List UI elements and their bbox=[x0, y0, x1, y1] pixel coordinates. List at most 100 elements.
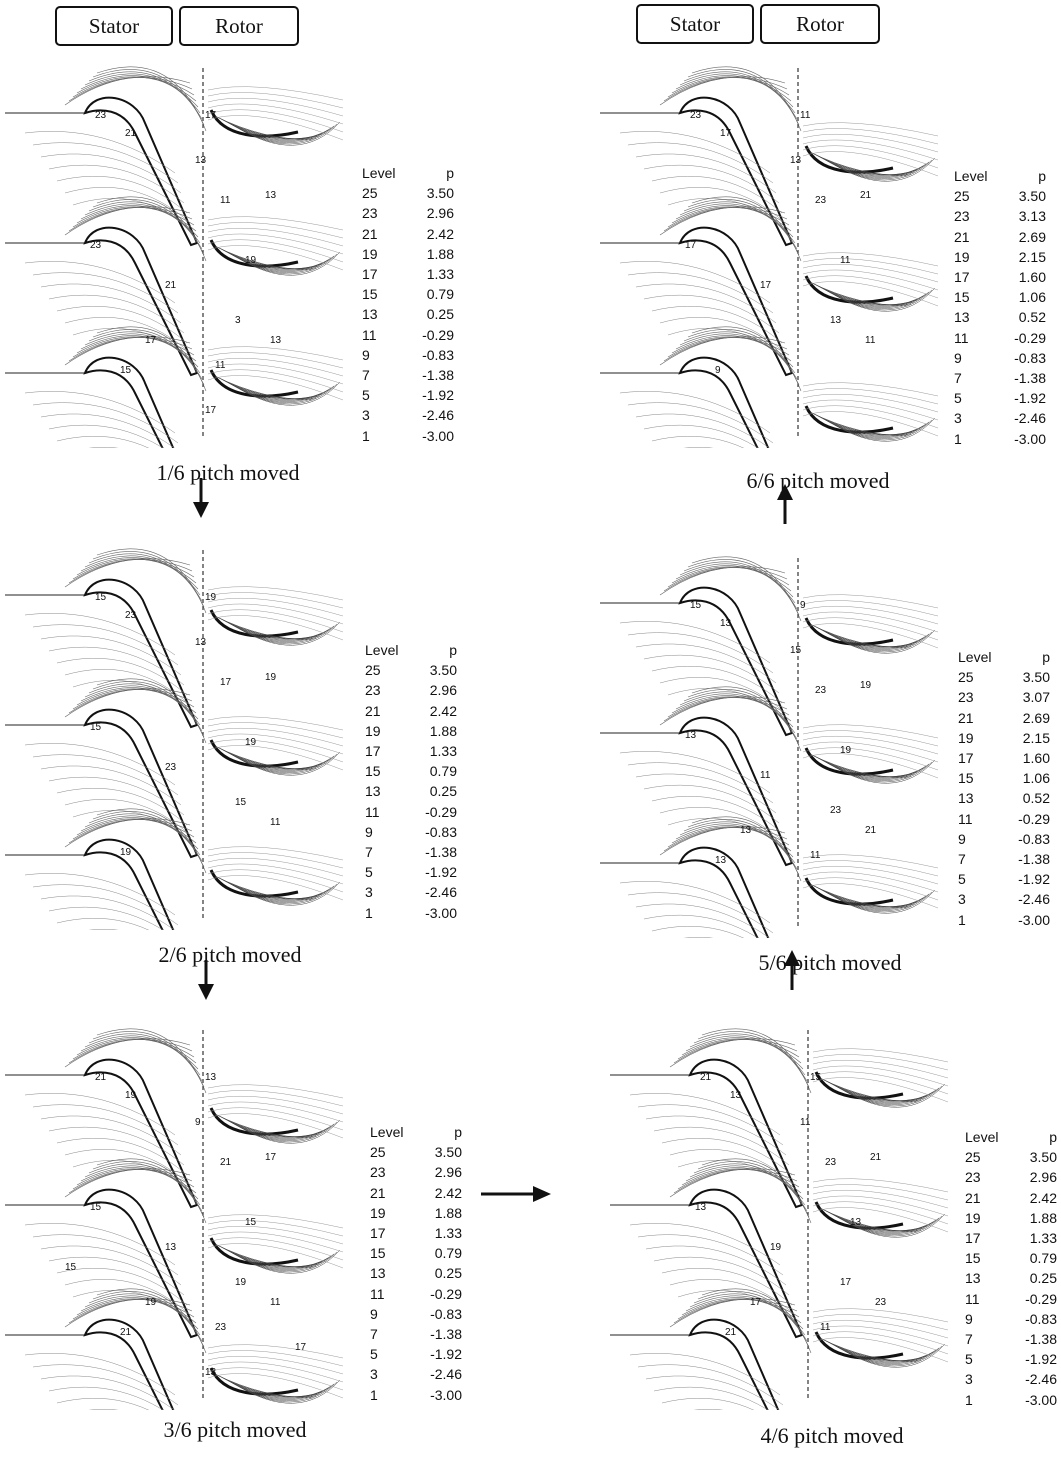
legend-p-value: 0.79 bbox=[429, 763, 457, 780]
contour-level-label: 9 bbox=[195, 1117, 201, 1128]
pressure-contour-line bbox=[659, 317, 786, 354]
legend-row: 5 -1.92 bbox=[370, 1344, 462, 1364]
legend-row: 13 0.25 bbox=[370, 1263, 462, 1283]
contour-plot: 21 13 15 11 13 23 21 19 13 17 23 21 17 11 bbox=[610, 1028, 949, 1410]
pressure-contour-line bbox=[207, 352, 344, 369]
pressure-contour-line bbox=[675, 565, 794, 598]
legend-panel-4: Level p 25 3.50 23 2.96 21 2.42 19 1.88 17 1.33 15 0.… bbox=[965, 1127, 1057, 1410]
legend-row: 1 -3.00 bbox=[954, 429, 1046, 449]
legend-level-value: 21 bbox=[965, 1189, 981, 1206]
pressure-contour-line bbox=[64, 317, 191, 354]
contour-level-label: 11 bbox=[220, 195, 231, 206]
legend-p-header: p bbox=[446, 165, 454, 181]
legend-panel-1: Level p 25 3.50 23 2.96 21 2.42 19 1.88 17 1.33 15 0.… bbox=[362, 163, 454, 446]
contour-level-label: 21 bbox=[95, 1072, 107, 1083]
contour-plot: 23 21 17 13 23 11 13 21 19 3 13 15 17 11 17 bbox=[5, 66, 344, 448]
pressure-contour-line bbox=[643, 424, 759, 448]
pressure-contour-line bbox=[56, 1138, 188, 1176]
legend-level-value: 9 bbox=[370, 1305, 378, 1322]
pressure-contour-line bbox=[802, 753, 939, 779]
stator-blade bbox=[688, 1318, 780, 1410]
pressure-contour-line bbox=[80, 687, 199, 720]
contour-plot: 15 23 19 13 15 17 19 23 19 15 11 19 bbox=[5, 548, 344, 930]
legend-p-value: 1.33 bbox=[429, 743, 457, 760]
pressure-contour-line bbox=[812, 1207, 949, 1233]
legend-level-value: 15 bbox=[362, 286, 378, 303]
legend-level-value: 7 bbox=[362, 367, 370, 384]
legend-row: 17 1.33 bbox=[370, 1223, 462, 1243]
pressure-contour-line bbox=[687, 199, 800, 256]
contour-level-label: 21 bbox=[870, 1152, 882, 1163]
pressure-contour-line bbox=[48, 424, 164, 448]
pressure-contour-line bbox=[802, 860, 939, 877]
pressure-contour-line bbox=[802, 730, 939, 747]
legend-p-value: 0.52 bbox=[1018, 309, 1046, 326]
legend-p-value: -1.38 bbox=[1014, 370, 1046, 387]
legend-p-value: 3.07 bbox=[1022, 689, 1050, 706]
legend-level-value: 3 bbox=[965, 1371, 973, 1388]
pressure-contour-line bbox=[643, 914, 759, 938]
legend-p-value: 0.25 bbox=[429, 783, 457, 800]
legend-row: 17 1.33 bbox=[365, 741, 457, 761]
legend-header: Level p bbox=[965, 1127, 1057, 1147]
pressure-contour-line bbox=[687, 329, 800, 386]
legend-row: 1 -3.00 bbox=[370, 1385, 462, 1405]
pressure-contour-line bbox=[207, 1113, 344, 1139]
legend-level-header: Level bbox=[370, 1124, 404, 1140]
legend-p-header: p bbox=[1042, 649, 1050, 665]
pressure-contour-line bbox=[80, 335, 199, 368]
legend-p-value: -1.38 bbox=[1025, 1331, 1057, 1348]
pressure-contour-line bbox=[56, 176, 188, 214]
pressure-contour-line bbox=[812, 1337, 949, 1363]
pressure-contour-line bbox=[207, 227, 344, 247]
pressure-contour-line bbox=[812, 1054, 949, 1071]
pressure-contour-line bbox=[80, 1167, 199, 1200]
legend-level-value: 23 bbox=[362, 205, 378, 222]
legend-level-value: 9 bbox=[365, 823, 373, 840]
pressure-contour-line bbox=[637, 1104, 784, 1146]
contour-level-label: 3 bbox=[235, 315, 241, 326]
pressure-contour-line bbox=[659, 187, 786, 224]
pressure-contour-line bbox=[812, 1325, 949, 1347]
legend-level-value: 17 bbox=[954, 269, 970, 286]
legend-row: 5 -1.92 bbox=[954, 388, 1046, 408]
pressure-contour-line bbox=[627, 892, 774, 934]
legend-p-value: 0.79 bbox=[1029, 1250, 1057, 1267]
pressure-contour-line bbox=[802, 871, 939, 893]
contour-plot: 21 19 13 9 15 21 17 13 15 19 11 21 19 23 13 15 17 bbox=[5, 1028, 344, 1410]
contour-level-label: 17 bbox=[295, 1342, 307, 1353]
legend-p-value: -0.29 bbox=[425, 803, 457, 820]
pressure-contour-line bbox=[802, 252, 939, 267]
contour-level-label: 11 bbox=[800, 110, 811, 121]
pressure-contour-line bbox=[802, 393, 939, 413]
legend-row: 5 -1.92 bbox=[965, 1349, 1057, 1369]
pressure-contour-line bbox=[207, 109, 344, 133]
legend-level-value: 13 bbox=[958, 790, 974, 807]
legend-row: 13 0.25 bbox=[365, 781, 457, 801]
pressure-contour-line bbox=[687, 689, 800, 746]
legend-p-value: -1.38 bbox=[425, 844, 457, 861]
stator-blade bbox=[678, 96, 794, 247]
pressure-contour-line bbox=[837, 1083, 946, 1108]
pressure-contour-line bbox=[92, 69, 205, 126]
stator-blade bbox=[83, 1188, 199, 1339]
pressure-contour-line bbox=[40, 1245, 182, 1286]
pressure-contour-line bbox=[701, 1158, 812, 1224]
contour-level-label: 15 bbox=[120, 365, 132, 376]
pressure-contour-line bbox=[32, 142, 179, 184]
legend-p-value: 3.50 bbox=[1018, 188, 1046, 205]
pressure-contour-line bbox=[72, 819, 195, 840]
pressure-contour-line bbox=[32, 1364, 179, 1406]
pressure-contour-line bbox=[627, 632, 774, 674]
pressure-contour-line bbox=[827, 157, 936, 182]
pressure-contour-line bbox=[232, 251, 341, 276]
contour-level-label: 23 bbox=[875, 1297, 887, 1308]
pressure-contour-line bbox=[40, 1375, 175, 1410]
pressure-contour-line bbox=[68, 819, 193, 844]
contour-level-label: 11 bbox=[760, 770, 771, 781]
pressure-contour-line bbox=[72, 207, 195, 228]
legend-level-value: 15 bbox=[370, 1245, 386, 1262]
pressure-contour-line bbox=[651, 666, 783, 704]
pressure-contour-line bbox=[207, 1355, 344, 1375]
pressure-contour-line bbox=[645, 1375, 780, 1410]
